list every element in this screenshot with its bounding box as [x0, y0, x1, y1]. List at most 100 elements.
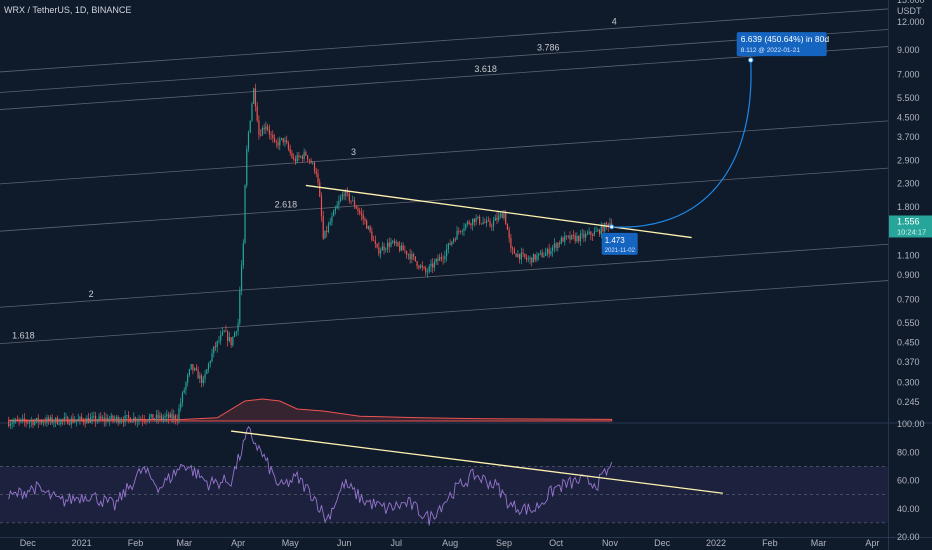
- fib-line-2: [0, 243, 889, 308]
- candle-body: [94, 416, 97, 422]
- candle-body: [487, 220, 489, 222]
- fib-label-2.618: 2.618: [275, 200, 298, 210]
- candle-body: [479, 216, 481, 224]
- candle-body: [273, 138, 276, 142]
- price-trendline[interactable]: [305, 184, 692, 239]
- candle-body: [206, 369, 208, 374]
- candle-body: [364, 219, 366, 221]
- candle-body: [571, 234, 573, 240]
- candle-body: [470, 223, 472, 226]
- candle-body: [213, 346, 215, 354]
- candle-body: [505, 212, 507, 224]
- candle-body: [609, 223, 611, 227]
- candle-body: [147, 420, 149, 422]
- candle-body: [319, 182, 321, 197]
- time-tick-label: Mar: [811, 538, 827, 548]
- candle-body: [512, 248, 514, 250]
- candle-body: [579, 234, 582, 242]
- projection-end-point[interactable]: [748, 57, 754, 63]
- candle-body: [291, 152, 293, 158]
- candle-body: [287, 143, 290, 149]
- fib-label-3: 3: [351, 147, 356, 157]
- candle-body: [93, 416, 95, 417]
- candle-body: [315, 171, 317, 174]
- candle-body: [197, 370, 199, 379]
- candle-body: [46, 418, 48, 424]
- candle-body: [388, 242, 390, 247]
- candle-body: [360, 212, 363, 215]
- candle-body: [477, 216, 479, 219]
- rsi-trendline[interactable]: [231, 430, 723, 494]
- volume-area: [8, 398, 613, 422]
- candle-body: [124, 415, 126, 423]
- candle-body: [300, 156, 302, 158]
- candle-body: [359, 211, 361, 213]
- candle-body: [209, 361, 211, 364]
- candle-body: [376, 243, 378, 248]
- candle-body: [178, 408, 180, 421]
- candle-body: [324, 230, 326, 239]
- candle-body: [489, 220, 491, 226]
- current-price-box[interactable]: [889, 215, 932, 238]
- time-tick-label: Dec: [654, 538, 671, 548]
- candle-body: [449, 243, 451, 245]
- candle-body: [317, 173, 319, 183]
- projection-start-point[interactable]: [609, 224, 615, 230]
- candle-body: [590, 231, 592, 236]
- candle-body: [79, 416, 81, 419]
- candle-body: [564, 235, 566, 242]
- rsi-background: [0, 424, 888, 537]
- price-trendline-path[interactable]: [305, 184, 692, 239]
- candle-body: [77, 418, 79, 421]
- candle-body: [145, 420, 147, 422]
- candle-body: [272, 134, 274, 139]
- candle-body: [227, 331, 229, 341]
- candle-body: [117, 416, 119, 423]
- candle-body: [558, 242, 561, 244]
- candle-body: [121, 420, 123, 422]
- fib-line-3.618: [0, 46, 889, 110]
- candle-body: [112, 415, 114, 420]
- price-tick-label: 2.300: [897, 178, 920, 188]
- candle-body: [329, 222, 331, 225]
- candle-body: [56, 417, 58, 424]
- candle-body: [18, 420, 20, 421]
- candle-body: [127, 415, 130, 418]
- rsi-axis[interactable]: 100.00 80.00 60.00 40.00 20.00: [897, 419, 925, 542]
- rsi-tick-label: 80.00: [897, 447, 920, 457]
- candle-body: [414, 256, 416, 262]
- price-projection[interactable]: 6.639 (450.64%) in 80d 8.112 @ 2022-01-21…: [601, 32, 830, 255]
- projection-label: 6.639 (450.64%) in 80d: [741, 34, 830, 44]
- candle-body: [181, 392, 184, 403]
- candle-body: [275, 141, 277, 143]
- candle-body: [494, 217, 496, 221]
- price-axis[interactable]: 15.000 12.000 9.000 7.000 5.500 4.500 3.700 2.9…: [889, 0, 932, 407]
- candle-body: [254, 88, 257, 107]
- candle-body: [515, 253, 517, 257]
- candle-body: [305, 152, 307, 156]
- price-tick-label: 5.500: [897, 93, 920, 103]
- candle-body: [270, 134, 272, 135]
- candle-body: [228, 337, 230, 341]
- candle-body: [550, 250, 552, 255]
- fib-label-3.618: 3.618: [474, 64, 497, 74]
- candle-body: [91, 416, 93, 419]
- projection-curve[interactable]: [611, 60, 752, 228]
- candle-body: [353, 200, 356, 207]
- candle-body: [133, 417, 135, 422]
- candle-body: [82, 419, 85, 423]
- candle-body: [484, 222, 486, 223]
- candle-body: [472, 218, 474, 226]
- candle-body: [426, 271, 429, 273]
- candle-body: [70, 418, 72, 425]
- candle-body: [282, 138, 284, 142]
- rsi-pane: [0, 426, 888, 526]
- time-axis[interactable]: Dec 2021 Feb Mar Apr May Jun Jul Aug Sep Oct Nov Dec…: [20, 538, 880, 548]
- rsi-tick-label: 20.00: [897, 532, 920, 542]
- candle-body: [532, 254, 535, 263]
- rsi-line: [8, 426, 613, 526]
- candle-body: [35, 418, 38, 422]
- fib-label-1.618: 1.618: [12, 331, 35, 341]
